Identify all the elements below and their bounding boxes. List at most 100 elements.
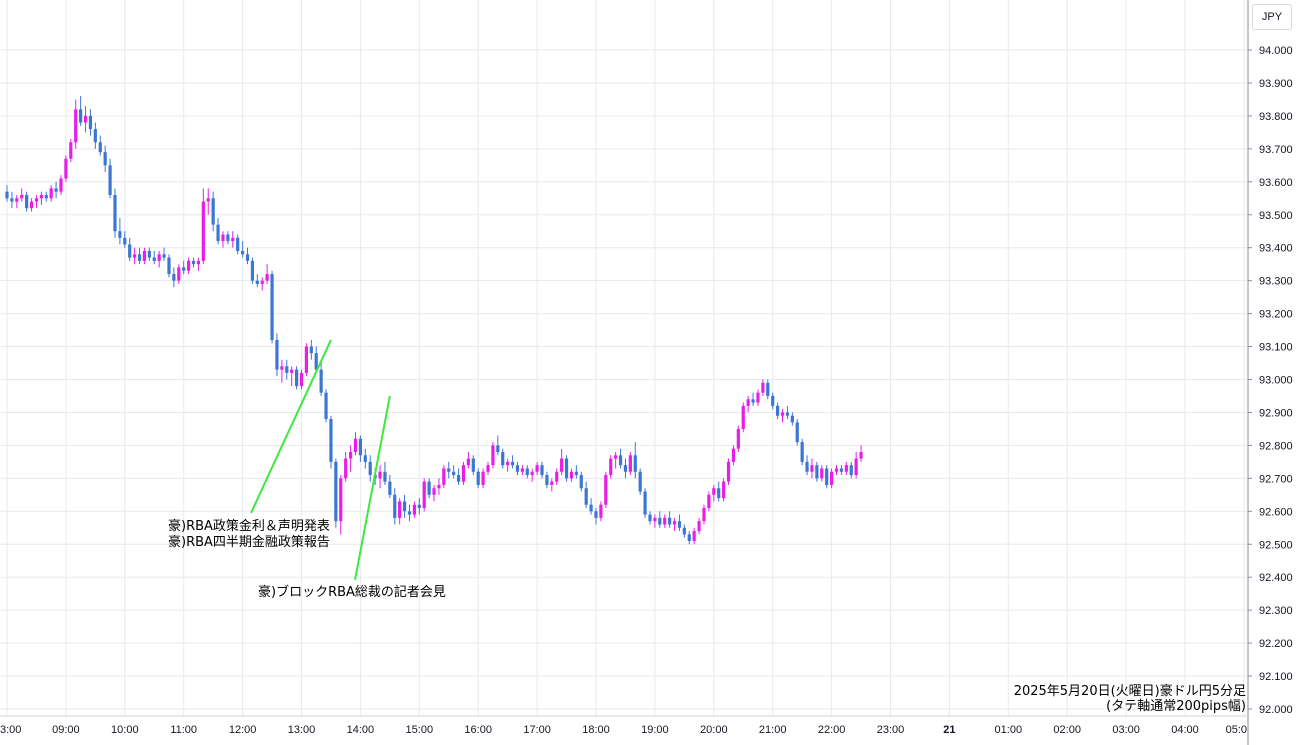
candle <box>255 274 259 288</box>
candle <box>658 511 662 528</box>
candle <box>368 455 372 482</box>
candle <box>5 185 9 202</box>
candle-body <box>393 494 397 518</box>
candle-body <box>113 194 117 232</box>
annotation-line-press-conference <box>354 395 391 581</box>
candle <box>525 465 529 479</box>
time-tick-label: 21 <box>943 724 955 736</box>
candle <box>618 448 623 469</box>
time-tick-label: 03:00 <box>1112 724 1140 736</box>
time-tick-label: 10:00 <box>111 724 139 736</box>
candle <box>83 106 88 133</box>
annotation-bullock-press-conference: 豪)ブロックRBA総裁の記者会見 <box>258 584 446 600</box>
candle <box>348 445 353 472</box>
candle <box>417 498 421 515</box>
candle <box>280 359 284 383</box>
time-tick-label: 12:00 <box>229 724 257 736</box>
candle <box>304 343 309 377</box>
candle-body <box>618 455 623 466</box>
candle-body <box>290 369 294 373</box>
candle-body <box>187 260 191 271</box>
candle <box>692 527 696 545</box>
candle-body <box>849 465 853 476</box>
candle <box>594 508 598 525</box>
candle <box>49 185 53 202</box>
candle-body <box>250 260 255 281</box>
time-tick-label: 15:00 <box>406 724 434 736</box>
candle <box>506 458 510 472</box>
candle-body <box>825 468 829 485</box>
candle <box>825 465 829 489</box>
candle <box>88 109 93 136</box>
candle <box>574 465 578 479</box>
currency-label[interactable]: JPY <box>1252 4 1292 30</box>
candle <box>780 409 785 423</box>
candle-body <box>69 142 73 159</box>
candle-body <box>49 188 53 199</box>
candle-body <box>658 517 662 525</box>
candle-body <box>687 534 691 541</box>
candle <box>147 247 151 261</box>
candle-body <box>555 471 559 482</box>
candle-body <box>157 254 161 261</box>
time-tick-label: 3:00 <box>0 724 21 736</box>
candle-body <box>501 451 505 466</box>
candle <box>412 501 416 518</box>
candle <box>447 461 451 479</box>
candle <box>319 363 323 396</box>
candle <box>751 392 755 406</box>
candle-body <box>560 458 564 472</box>
candle-body <box>358 438 362 456</box>
time-tick-label: 16:00 <box>464 724 492 736</box>
candle <box>142 247 147 265</box>
candle <box>510 455 515 469</box>
candle <box>437 478 441 495</box>
time-axis[interactable]: 3:00 09:00 10:00 11:00 12:00 13:00 14:00 15:00 1… <box>0 724 1247 736</box>
candle-body <box>44 194 48 199</box>
price-tick-label: 94.000 <box>1259 45 1293 57</box>
candle-body <box>668 517 672 525</box>
candle <box>609 455 613 479</box>
candle-body <box>59 178 63 192</box>
time-tick-label: 23:00 <box>877 724 905 736</box>
candle-body <box>137 254 142 261</box>
candle-body <box>241 250 245 255</box>
candle-body <box>133 254 137 258</box>
candle-body <box>231 237 235 242</box>
candle <box>39 191 43 205</box>
candle-body <box>707 494 711 509</box>
candle <box>344 451 348 482</box>
candle <box>830 468 834 489</box>
candle <box>849 461 853 479</box>
candle-body <box>697 521 701 532</box>
candle <box>471 455 475 476</box>
candle-body <box>432 488 436 495</box>
candle <box>604 471 608 509</box>
candle <box>491 442 495 469</box>
candle <box>741 402 745 433</box>
candle <box>196 257 201 271</box>
candle-body <box>388 481 392 495</box>
price-tick-label: 93.300 <box>1259 276 1293 288</box>
candle <box>250 257 255 284</box>
candle-body <box>569 471 574 479</box>
candle <box>79 96 83 126</box>
candle-body <box>633 455 637 472</box>
price-tick-label: 93.100 <box>1259 342 1293 354</box>
candle <box>579 471 583 492</box>
candle <box>466 451 470 469</box>
candle <box>177 264 181 284</box>
candle-body <box>461 465 466 482</box>
candle-body <box>506 461 510 466</box>
candle <box>697 517 701 535</box>
candle-body <box>20 194 24 199</box>
candle-body <box>304 346 309 373</box>
candle <box>216 218 220 245</box>
candle <box>206 188 210 215</box>
candle-body <box>29 201 34 209</box>
candle <box>74 99 78 149</box>
chart-caption: 2025年5月20日(火曜日)豪ドル円5分足 (タテ軸通常200pips幅) <box>1014 683 1246 714</box>
price-axis[interactable]: 94.000 93.900 93.800 93.700 93.600 93.500 93.4… <box>1248 45 1293 716</box>
candle-body <box>201 201 205 261</box>
candle-body <box>54 188 58 192</box>
